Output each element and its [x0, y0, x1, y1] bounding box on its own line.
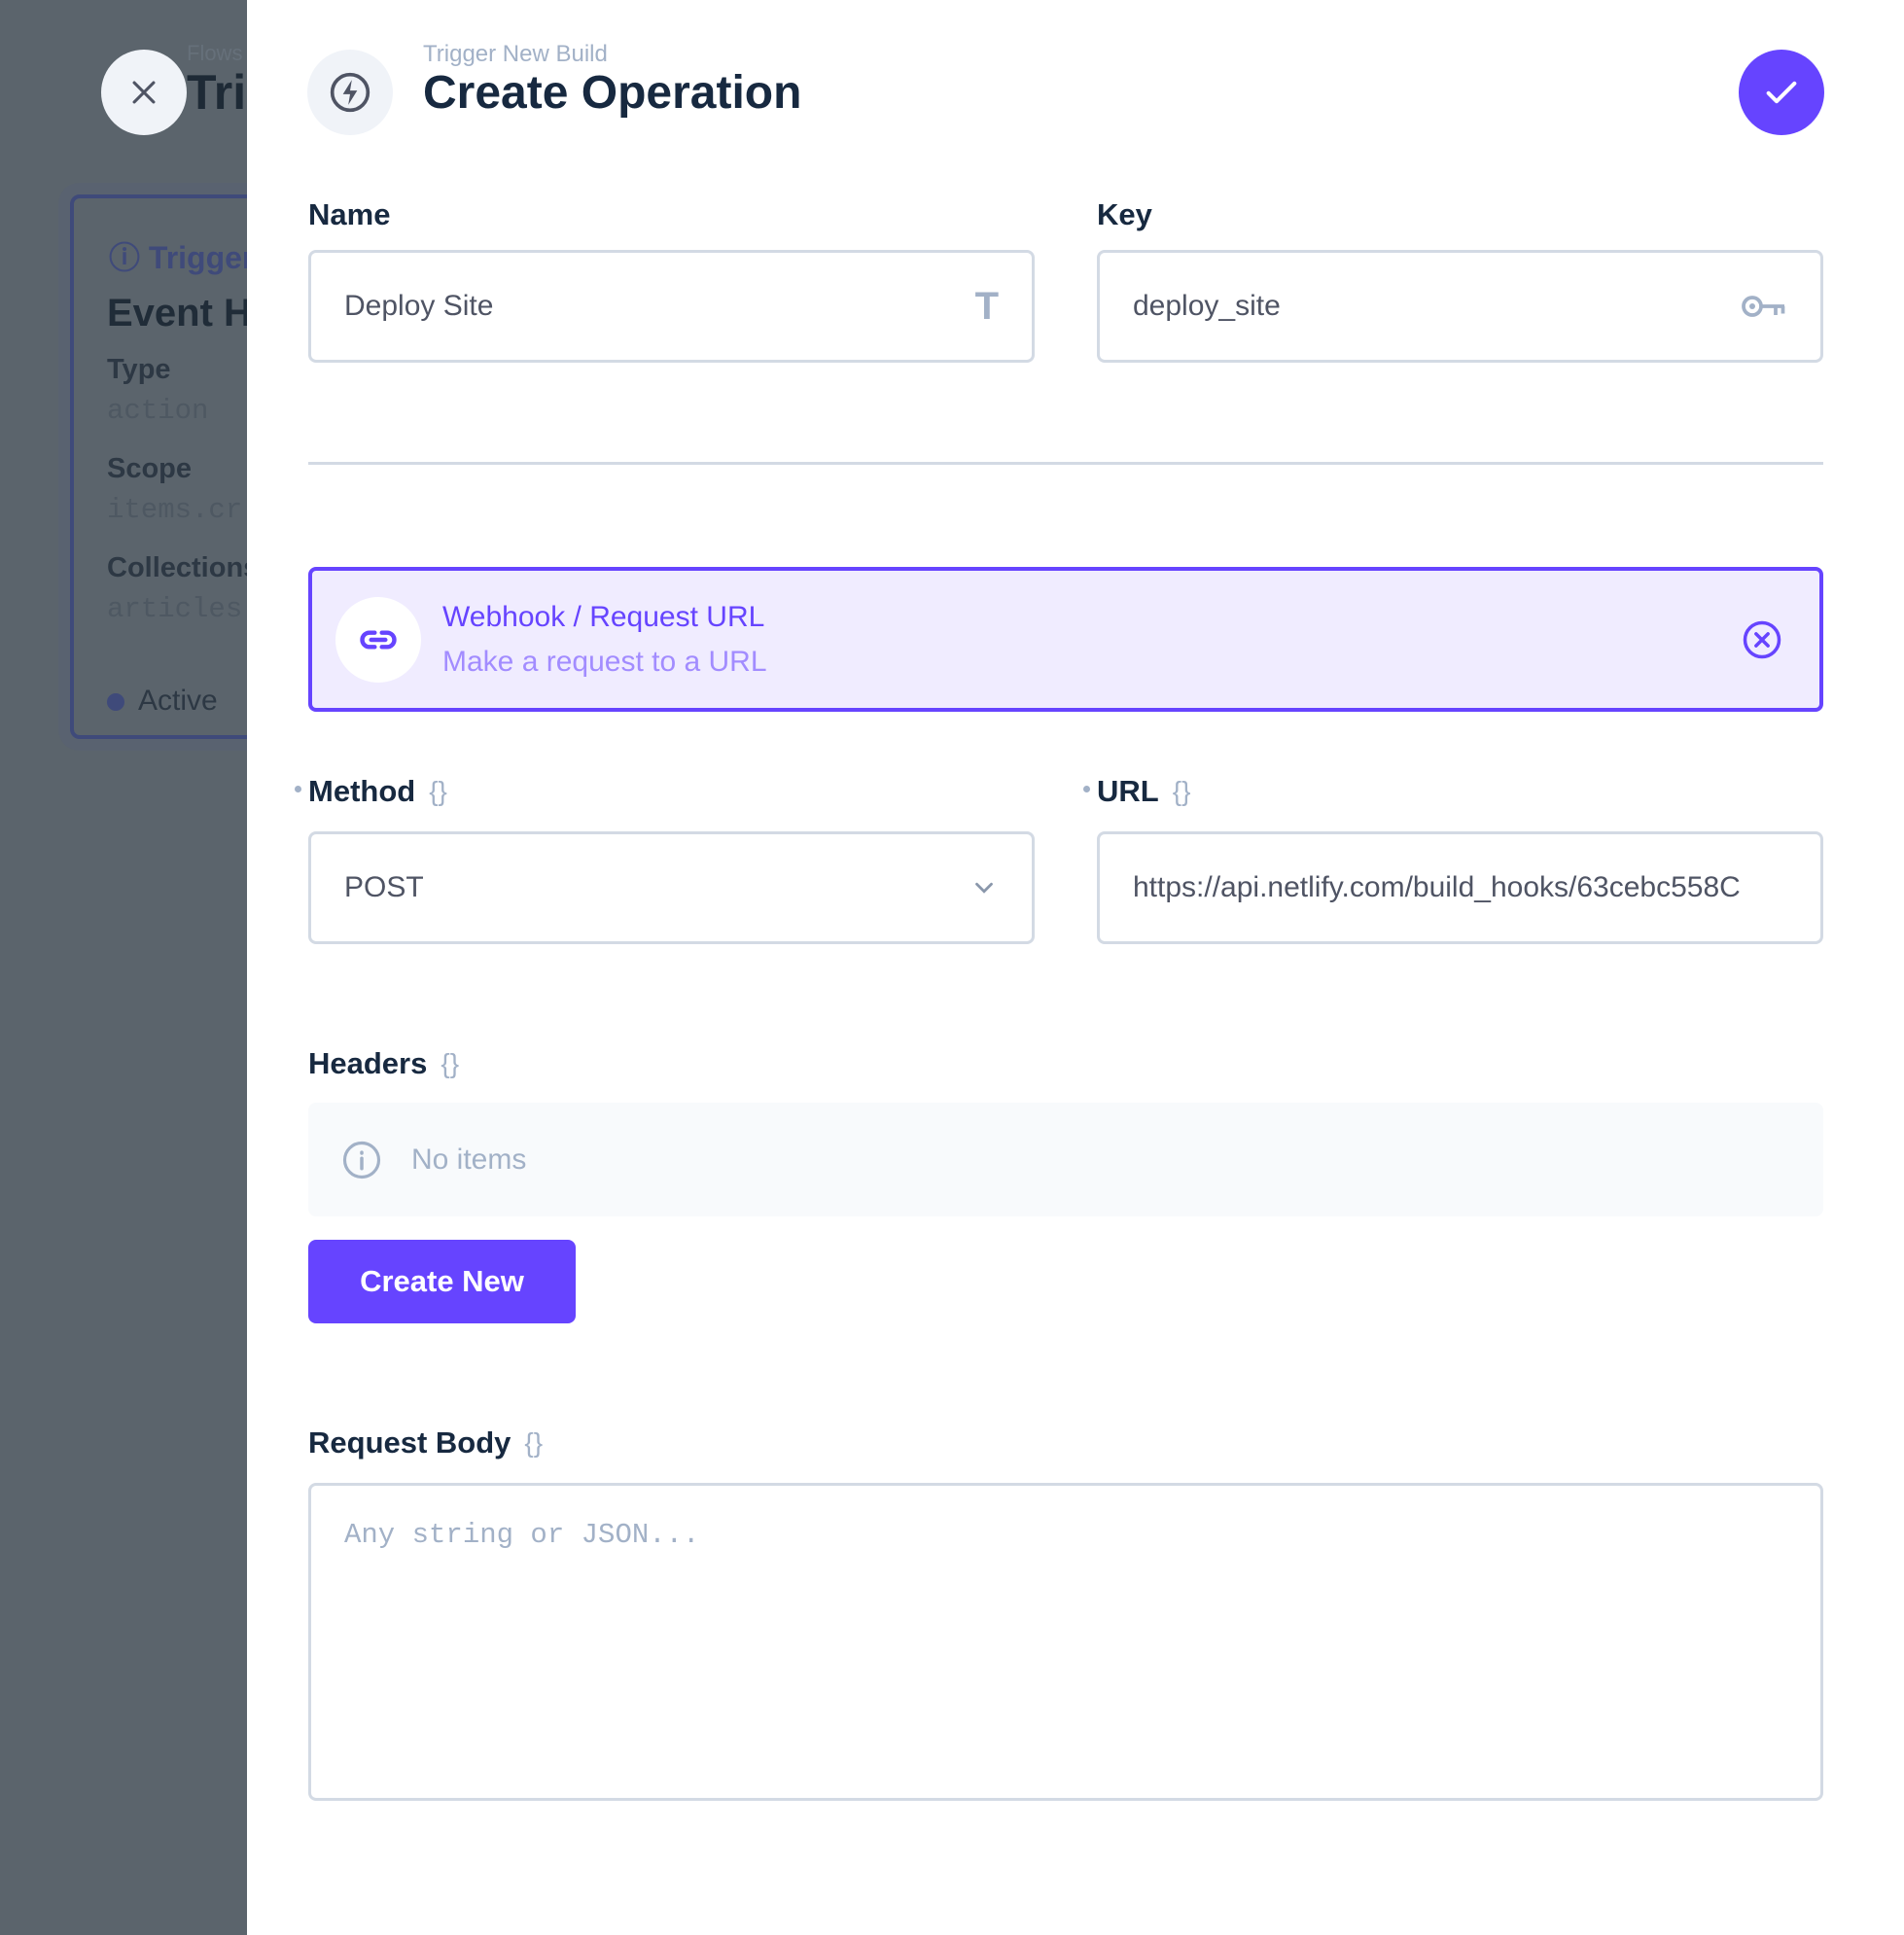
name-value: Deploy Site [344, 290, 494, 322]
page-title: Create Operation [423, 67, 802, 119]
bolt-icon [330, 72, 370, 113]
url-value: https://api.netlify.com/build_hooks/63ce… [1133, 871, 1741, 903]
operation-description: Make a request to a URL [442, 645, 767, 678]
headers-empty-notice: No items [308, 1103, 1823, 1216]
info-icon [342, 1141, 381, 1179]
chevron-down-icon [975, 882, 993, 894]
key-label: Key [1097, 197, 1152, 231]
raw-value-icon[interactable]: {} [1172, 776, 1191, 806]
url-label: URL{} [1083, 774, 1191, 809]
field-value: action [107, 395, 209, 427]
drawer-subtitle: Trigger New Build [423, 41, 608, 67]
name-input[interactable]: Deploy Site T [308, 250, 1035, 363]
field-label: Type [107, 354, 171, 385]
method-select[interactable]: POST [308, 831, 1035, 944]
status-badge: Active [107, 685, 218, 718]
text-type-icon: T [974, 284, 999, 328]
field-label: Collections [107, 552, 247, 583]
flow-title: Tri [187, 65, 247, 120]
link-icon [360, 629, 397, 650]
selected-operation-webhook[interactable]: Webhook / Request URL Make a request to … [308, 567, 1823, 712]
field-value: items.cr [107, 494, 243, 526]
header-icon [307, 50, 393, 135]
bolt-icon: ⓘ [109, 240, 149, 275]
required-dot [1083, 786, 1090, 792]
check-icon [1766, 81, 1797, 104]
background-flow-page: Flows Tri ⓘ Trigger Event H Type action … [0, 0, 247, 1935]
create-operation-drawer: Trigger New Build Create Operation Name … [247, 0, 1904, 1935]
key-icon [1742, 296, 1785, 317]
raw-value-icon[interactable]: {} [429, 776, 447, 806]
name-label: Name [308, 197, 391, 231]
raw-value-icon[interactable]: {} [524, 1427, 544, 1458]
body-placeholder: Any string or JSON... [344, 1519, 700, 1551]
create-new-header-button[interactable]: Create New [308, 1240, 576, 1323]
close-icon [132, 81, 156, 104]
operation-title: Webhook / Request URL [442, 600, 765, 633]
divider [308, 462, 1823, 465]
save-button[interactable] [1739, 50, 1824, 135]
required-dot [295, 786, 301, 792]
status-dot [107, 693, 124, 712]
clear-operation-icon[interactable] [1742, 619, 1782, 660]
url-input[interactable]: https://api.netlify.com/build_hooks/63ce… [1097, 831, 1823, 944]
trigger-card-name: Event H [107, 292, 247, 334]
raw-value-icon[interactable]: {} [441, 1048, 460, 1078]
field-value: articles [107, 593, 243, 625]
trigger-card: ⓘ Trigger Event H Type action Scope item… [70, 194, 247, 739]
request-body-label: Request Body{} [308, 1425, 544, 1460]
close-drawer-button[interactable] [101, 50, 187, 135]
breadcrumb: Flows [187, 41, 243, 65]
key-value: deploy_site [1133, 290, 1281, 322]
headers-label: Headers{} [308, 1046, 460, 1080]
method-value: POST [344, 871, 424, 903]
method-label: Method{} [295, 774, 447, 809]
key-input[interactable]: deploy_site [1097, 250, 1823, 363]
trigger-card-header: ⓘ Trigger [109, 240, 247, 275]
request-body-textarea[interactable]: Any string or JSON... [308, 1483, 1823, 1801]
no-items-text: No items [411, 1143, 527, 1176]
field-label: Scope [107, 453, 193, 484]
operation-icon [335, 596, 421, 683]
